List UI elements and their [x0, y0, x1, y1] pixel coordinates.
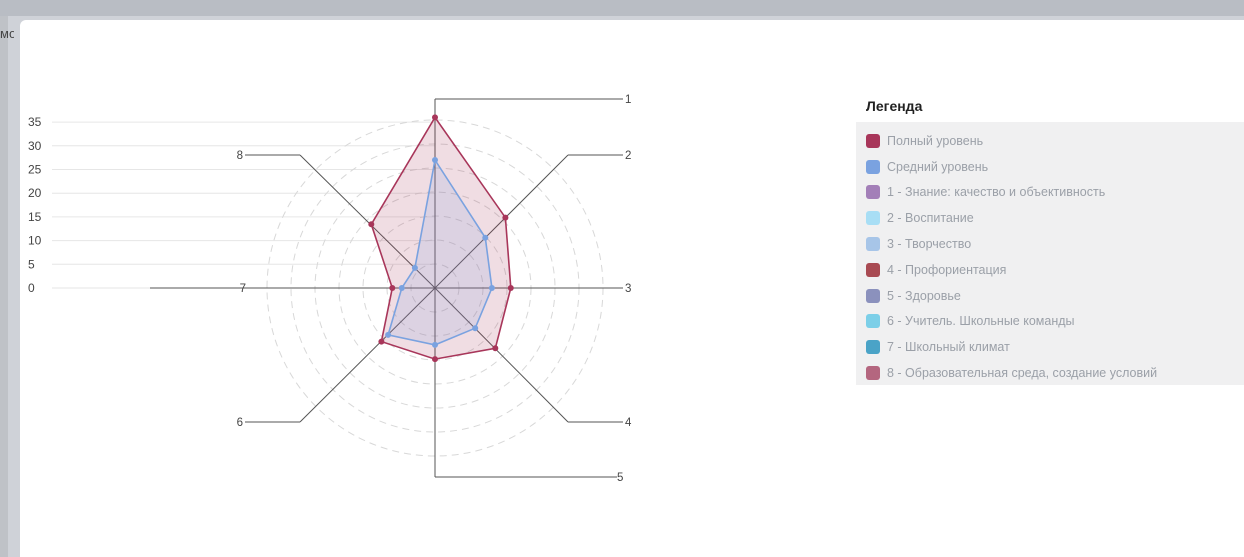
radar-axis-line [434, 154, 569, 289]
chart-card: 35 30 25 20 15 10 5 0 1 2 3 4 5 6 7 8 Легенда Полный у… [20, 20, 1244, 557]
series-point [432, 157, 438, 163]
header-stray-text: мо [0, 26, 14, 41]
legend-item[interactable]: 5 - Здоровье [866, 283, 1244, 309]
legend-item[interactable]: 8 - Образовательная среда, создание усло… [866, 360, 1244, 386]
legend-title: Легенда [866, 98, 923, 114]
legend-list: Полный уровень Средний уровень 1 - Знание:… [856, 122, 1244, 385]
y-tick-label: 20 [28, 186, 42, 200]
legend-swatch [866, 159, 880, 174]
series-point [502, 214, 509, 221]
legend-item[interactable]: 1 - Знание: качество и объективность [866, 180, 1244, 206]
y-tick-label: 30 [28, 139, 42, 153]
series-point [398, 285, 405, 291]
series-point [432, 356, 438, 363]
y-tick-label: 0 [28, 281, 35, 295]
series-point [378, 338, 385, 345]
radar-axis-label: 8 [237, 150, 243, 162]
legend-item[interactable]: 2 - Воспитание [866, 205, 1244, 231]
window-backdrop-left [0, 16, 8, 557]
radar-axis-label: 7 [240, 283, 246, 295]
y-tick-layer: 35 30 25 20 15 10 5 0 [28, 115, 435, 295]
series-point [385, 331, 392, 338]
radar-axis-line [299, 287, 436, 423]
series-point [411, 264, 418, 271]
legend-swatch [866, 340, 880, 355]
legend-item[interactable]: 3 - Творчество [866, 231, 1244, 257]
series-point [432, 341, 438, 348]
legend-item-label: 1 - Знание: качество и объективность [887, 185, 1106, 200]
legend-swatch [866, 314, 880, 329]
radar-axis-label: 5 [617, 472, 623, 484]
legend-item[interactable]: Полный уровень [866, 128, 1244, 154]
series-point [472, 325, 479, 332]
radar-axes: 1 2 3 4 5 6 7 8 [150, 94, 632, 484]
radar-axis-label: 4 [625, 417, 632, 429]
series-point [482, 234, 489, 241]
series-point [488, 285, 495, 291]
legend-item[interactable]: 6 - Учитель. Школьные команды [866, 309, 1244, 335]
legend-swatch [866, 133, 880, 148]
legend-swatch [866, 237, 880, 252]
legend-item-label: 7 - Школьный климат [887, 340, 1010, 355]
legend-swatch [866, 211, 880, 226]
series-point [492, 345, 499, 352]
legend-item-label: Средний уровень [887, 159, 989, 174]
radar-axis-label: 1 [625, 94, 631, 106]
radar-axis-line [299, 154, 436, 289]
window-backdrop-top [0, 0, 1244, 16]
legend-item-label: Полный уровень [887, 133, 984, 148]
radar-chart: 35 30 25 20 15 10 5 0 1 2 3 4 5 6 7 8 [28, 94, 632, 484]
legend-item-label: 3 - Творчество [887, 237, 972, 252]
y-tick-label: 25 [28, 163, 42, 177]
radar-axis-line [434, 287, 569, 423]
legend-item[interactable]: 7 - Школьный климат [866, 334, 1244, 360]
legend-item[interactable]: 4 - Профориентация [866, 257, 1244, 283]
legend-item-label: 8 - Образовательная среда, создание усло… [887, 366, 1158, 381]
legend-item[interactable]: Средний уровень [866, 154, 1244, 180]
legend-item-label: 2 - Воспитание [887, 211, 974, 226]
legend-item-label: 5 - Здоровье [887, 288, 961, 303]
y-tick-label: 15 [28, 210, 42, 224]
radar-axis-label: 3 [625, 283, 631, 295]
radar-series [368, 114, 514, 363]
legend-swatch [866, 366, 880, 381]
legend-item-label: 4 - Профориентация [887, 262, 1007, 277]
y-tick-label: 5 [28, 257, 35, 271]
series-point [389, 285, 396, 291]
legend-swatch [866, 288, 880, 303]
legend-item-label: 6 - Учитель. Школьные команды [887, 314, 1075, 329]
legend: Легенда Полный уровень Средний уровень 1 -… [856, 98, 1244, 385]
series-point [368, 221, 375, 228]
radar-axis-label: 6 [237, 417, 243, 429]
legend-swatch [866, 262, 880, 277]
y-tick-label: 35 [28, 115, 42, 129]
legend-swatch [866, 185, 880, 200]
y-tick-label: 10 [28, 234, 42, 248]
series-point [507, 285, 514, 291]
radar-axis-label: 2 [625, 150, 631, 162]
series-point [432, 114, 438, 121]
